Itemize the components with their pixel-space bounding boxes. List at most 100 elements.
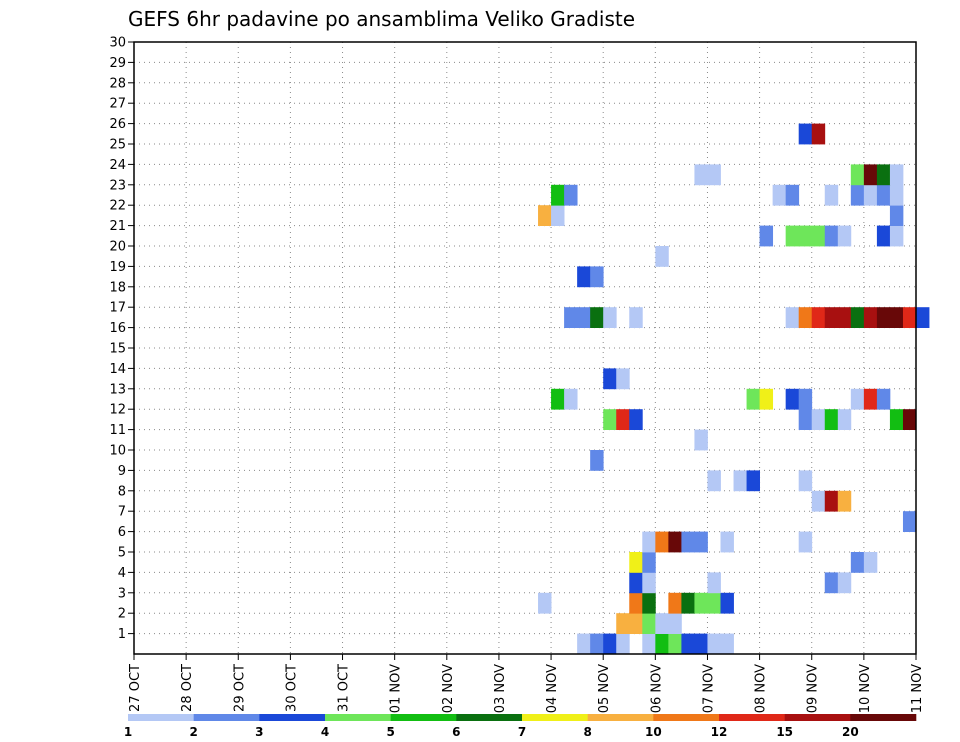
precip-cell — [707, 572, 721, 594]
precip-cell — [694, 592, 708, 614]
precip-cell — [642, 613, 656, 634]
precip-cell — [902, 511, 917, 532]
y-axis: 1234567891011121314151617181920212223242… — [109, 36, 134, 642]
grid-lines — [134, 42, 916, 654]
precip-cell — [759, 388, 774, 410]
y-tick-label: 25 — [109, 138, 126, 153]
precip-cell — [603, 409, 617, 430]
legend-label: 6 — [452, 725, 460, 739]
precip-cell — [681, 592, 695, 614]
x-tick-label: 08 NOV — [754, 664, 769, 713]
precip-cell — [655, 613, 669, 634]
precip-cell — [564, 307, 578, 328]
precip-cell — [876, 307, 891, 328]
precip-cell — [694, 164, 708, 186]
x-tick-label: 06 NOV — [649, 664, 664, 713]
precip-cell — [798, 388, 813, 410]
precip-cell — [772, 184, 787, 206]
precip-cell — [863, 164, 878, 186]
precip-cell — [629, 572, 643, 594]
precip-cell — [629, 409, 643, 430]
y-tick-label: 19 — [109, 260, 126, 275]
precip-cell — [629, 592, 643, 614]
precip-cell — [785, 184, 800, 206]
precip-cell — [837, 572, 852, 594]
y-tick-label: 7 — [118, 505, 126, 520]
precip-cell — [824, 490, 839, 512]
precip-cell — [811, 409, 826, 430]
y-tick-label: 20 — [109, 240, 126, 255]
y-tick-label: 26 — [109, 117, 126, 132]
y-tick-label: 17 — [109, 301, 126, 316]
precip-cell — [850, 388, 865, 410]
y-tick-label: 27 — [109, 97, 126, 112]
x-tick-label: 04 NOV — [545, 664, 560, 713]
legend-label: 10 — [645, 725, 662, 739]
precip-cell — [785, 225, 800, 247]
x-tick-label: 07 NOV — [701, 664, 716, 713]
precip-cell — [655, 633, 669, 655]
precip-cell — [811, 123, 826, 145]
x-axis: 27 OCT 28 OCT 29 OCT 30 OCT 31 OCT 01 NOV 02 N… — [128, 654, 925, 713]
x-tick-label: 02 NOV — [441, 664, 456, 713]
precip-cell — [889, 409, 904, 430]
y-tick-label: 9 — [118, 464, 126, 479]
legend-swatch — [259, 714, 326, 721]
precip-cell — [694, 633, 708, 655]
precip-cell — [603, 368, 617, 390]
precip-cell — [707, 470, 721, 492]
precip-cell — [889, 307, 904, 328]
precip-cell — [746, 388, 760, 410]
x-tick-label: 31 OCT — [337, 664, 352, 712]
precip-cell — [707, 592, 721, 614]
y-tick-label: 13 — [109, 382, 126, 397]
precip-cell — [668, 633, 682, 655]
precip-cell — [798, 470, 813, 492]
y-tick-label: 24 — [109, 158, 126, 173]
legend-label: 1 — [124, 725, 132, 739]
x-tick-label: 29 OCT — [232, 664, 247, 712]
precip-cell — [837, 490, 852, 512]
y-tick-label: 1 — [118, 627, 126, 642]
precip-cell — [746, 470, 760, 492]
legend-swatch — [719, 714, 785, 721]
precip-cell — [707, 633, 721, 655]
precip-cell — [642, 572, 656, 594]
precip-cell — [642, 552, 656, 573]
precip-cell — [850, 307, 865, 328]
precip-cell — [577, 307, 591, 328]
precip-cell — [720, 531, 734, 553]
precip-cell — [694, 531, 708, 553]
legend-swatch — [390, 714, 457, 721]
precip-cell — [564, 184, 578, 206]
legend-label: 7 — [518, 725, 526, 739]
precip-cell — [837, 307, 852, 328]
x-tick-label: 05 NOV — [597, 664, 612, 713]
precip-cell — [863, 307, 878, 328]
precip-cell — [824, 225, 839, 247]
precip-cell — [577, 266, 591, 288]
precip-cell — [603, 307, 617, 328]
precip-cell — [850, 184, 865, 206]
y-tick-label: 8 — [118, 484, 126, 499]
precip-cell — [668, 592, 682, 614]
y-tick-label: 28 — [109, 76, 126, 91]
precip-cell — [681, 531, 695, 553]
precip-cell — [577, 633, 591, 655]
y-tick-label: 21 — [109, 219, 126, 234]
precip-cell — [551, 205, 565, 226]
precip-cell — [876, 184, 891, 206]
precip-cell — [811, 225, 826, 247]
precip-cell — [681, 633, 695, 655]
precip-cell — [564, 388, 578, 410]
precip-cell — [798, 409, 813, 430]
precip-cell — [616, 409, 630, 430]
precip-cell — [590, 633, 604, 655]
precip-cell — [655, 531, 669, 553]
precip-cell — [889, 225, 904, 247]
precip-cell — [590, 307, 604, 328]
precip-cell — [629, 307, 643, 328]
precip-cell — [668, 613, 682, 634]
precip-cell — [889, 184, 904, 206]
precip-cell — [798, 531, 813, 553]
